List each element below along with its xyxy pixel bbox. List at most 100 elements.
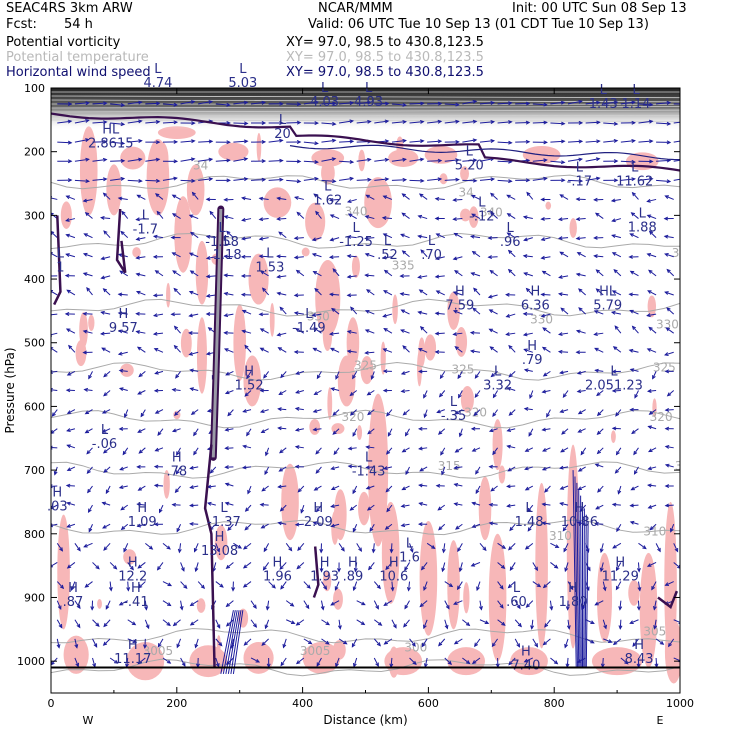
wind-arrow xyxy=(648,269,657,277)
wind-arrow xyxy=(366,504,375,511)
extremum-value: .03 xyxy=(47,499,68,514)
wind-arrow xyxy=(224,482,234,487)
y-tick-label: 400 xyxy=(24,273,45,286)
wind-arrow xyxy=(300,504,305,514)
forecast-label: Fcst: xyxy=(6,17,37,32)
extremum-type: L xyxy=(406,536,414,551)
wind-arrow xyxy=(339,159,355,164)
wind-arrow xyxy=(51,290,58,296)
wind-arrow xyxy=(339,119,355,124)
wind-arrow xyxy=(205,234,216,239)
wind-arrow xyxy=(65,253,76,258)
wind-arrow xyxy=(423,390,428,399)
wind-arrow xyxy=(593,197,604,202)
wind-arrow xyxy=(120,504,129,511)
extremum-value: 20 xyxy=(274,127,291,142)
wind-arrow xyxy=(118,426,128,431)
wind-arrow xyxy=(127,638,138,643)
extremum-value: -1.49 xyxy=(292,321,326,336)
updraft-left-4 xyxy=(230,610,242,674)
wind-arrow xyxy=(374,157,390,162)
extremum-28: L3.32 xyxy=(483,364,512,393)
wind-arrow xyxy=(462,158,478,163)
wind-arrow xyxy=(373,638,381,647)
extremum-type: L xyxy=(384,234,392,249)
wind-arrow xyxy=(285,600,295,607)
wind-arrow xyxy=(400,329,410,334)
wind-arrow xyxy=(435,290,445,296)
extremum-50: L.60 xyxy=(506,581,527,610)
wind-arrow xyxy=(175,371,181,379)
wind-arrow xyxy=(434,311,445,316)
wind-arrow xyxy=(646,214,657,220)
y-tick-label: 900 xyxy=(24,591,45,604)
wind-arrow xyxy=(145,140,161,145)
wind-arrow xyxy=(240,273,252,278)
wind-arrow xyxy=(417,214,428,220)
pv-shade-45 xyxy=(196,317,207,394)
wind-arrow xyxy=(490,211,498,219)
wind-arrow xyxy=(180,562,185,572)
wind-arrow xyxy=(371,543,376,554)
wind-arrow xyxy=(188,214,199,220)
theta-label-2: 340 xyxy=(345,204,368,218)
wind-arrow xyxy=(277,521,287,526)
wind-arrow xyxy=(205,293,216,298)
wind-arrow xyxy=(321,638,330,645)
wind-arrow xyxy=(153,388,163,393)
pv-speck-31 xyxy=(88,314,95,331)
pv-blob-mid xyxy=(312,546,320,598)
wind-arrow xyxy=(225,619,234,627)
wind-arrow xyxy=(74,600,81,610)
wind-arrow xyxy=(303,638,313,645)
wind-arrow xyxy=(542,327,551,334)
y-tick-label: 300 xyxy=(24,209,45,222)
pv-shade-25 xyxy=(63,635,89,674)
y-tick-label: 1000 xyxy=(17,655,45,668)
wind-arrow xyxy=(330,387,340,392)
wind-arrow xyxy=(110,176,126,181)
pv-speck-1 xyxy=(327,387,333,420)
wind-arrow xyxy=(334,581,340,591)
wind-arrow xyxy=(409,657,417,666)
wind-arrow xyxy=(153,483,164,488)
wind-arrow xyxy=(315,210,322,219)
extremum-type: H xyxy=(215,530,225,545)
wind-arrow xyxy=(523,237,533,242)
wind-arrow xyxy=(367,409,375,416)
extremum-26: HL5.79 xyxy=(593,285,622,314)
wind-arrow xyxy=(638,177,654,182)
wind-arrow xyxy=(121,210,129,219)
wind-arrow xyxy=(646,313,657,318)
wind-arrow xyxy=(507,466,516,472)
wind-arrow xyxy=(244,390,252,397)
wind-arrow xyxy=(575,329,586,334)
wind-arrow xyxy=(352,428,358,437)
extremum-type: L xyxy=(220,501,228,516)
wind-arrow xyxy=(259,270,269,277)
wind-arrow xyxy=(280,581,287,590)
wind-arrow xyxy=(544,485,551,493)
wind-arrow xyxy=(603,121,619,126)
wind-arrow xyxy=(479,139,496,143)
wind-arrow xyxy=(127,119,143,124)
wind-arrow xyxy=(649,523,657,531)
wind-arrow xyxy=(508,657,516,666)
wind-arrow xyxy=(118,368,128,373)
pv-speck-26 xyxy=(60,201,72,229)
wind-arrow xyxy=(383,269,393,277)
wind-arrow xyxy=(193,543,199,553)
wind-arrow xyxy=(487,255,498,260)
wind-arrow xyxy=(647,483,657,488)
wind-arrow xyxy=(514,638,521,648)
wind-arrow xyxy=(611,388,621,393)
wind-arrow xyxy=(259,328,269,334)
wind-arrow xyxy=(120,523,129,531)
wind-arrow xyxy=(444,619,449,630)
wind-arrow xyxy=(526,191,534,200)
extremum-value: 1.93 xyxy=(310,569,339,584)
wind-arrow xyxy=(215,619,221,629)
wind-arrow xyxy=(561,428,569,435)
wind-arrow xyxy=(92,638,98,648)
